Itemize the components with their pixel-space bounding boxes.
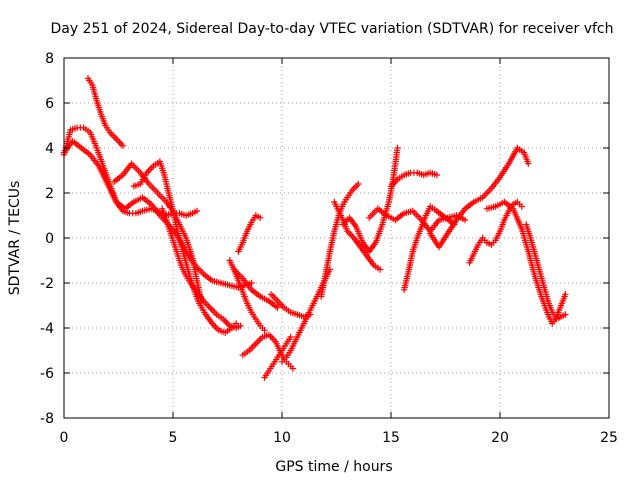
y-tick-label: 4 <box>45 141 54 157</box>
grid-lines <box>64 58 609 418</box>
data-point-marker <box>461 216 469 224</box>
series-arc-3 <box>84 75 127 149</box>
data-point-marker <box>287 333 294 341</box>
series-arc-8 <box>235 212 264 255</box>
series-arc-15 <box>331 198 384 273</box>
y-tick-label: 6 <box>45 96 54 112</box>
x-tick-label: 15 <box>382 430 400 446</box>
series-arc-21 <box>466 198 525 266</box>
data-point-marker <box>394 144 401 152</box>
chart-title: Day 251 of 2024, Sidereal Day-to-day VTE… <box>50 21 613 37</box>
y-axis-label: SDTVAR / TECUs <box>7 181 23 296</box>
x-tick-label: 25 <box>600 430 618 446</box>
data-point-marker <box>261 327 268 334</box>
data-point-marker <box>355 180 362 188</box>
x-tick-label: 0 <box>60 430 69 446</box>
y-tick-label: 0 <box>45 231 54 247</box>
y-tick-label: -2 <box>40 276 54 292</box>
data-point-marker <box>289 365 297 372</box>
series-arc-22 <box>483 198 569 327</box>
data-point-marker <box>237 322 244 329</box>
data-point-marker <box>274 304 281 311</box>
data-point-marker <box>376 266 384 273</box>
data-point-marker <box>257 214 264 221</box>
y-tick-label: -4 <box>40 321 54 337</box>
tick-labels: 0 5 10 15 20 25 -8 -6 -4 -2 0 2 4 6 8 <box>40 51 618 446</box>
series-arc-7 <box>226 257 268 334</box>
series-arc-9 <box>230 266 281 311</box>
series-arc-6 <box>158 205 244 332</box>
series-arc-4 <box>110 160 205 305</box>
data-point-marker <box>525 160 532 167</box>
data-point-marker <box>119 142 127 149</box>
data-point-marker <box>518 203 525 210</box>
series-arc-11 <box>261 333 294 381</box>
data-point-marker <box>433 171 440 179</box>
x-axis-label: GPS time / hours <box>275 459 392 475</box>
series-arc-20 <box>427 144 532 251</box>
x-tick-label: 10 <box>273 430 291 446</box>
x-tick-label: 5 <box>169 430 178 446</box>
data-point-marker <box>562 311 569 318</box>
series-arc-19 <box>400 203 458 293</box>
series-arc-23 <box>523 221 569 323</box>
data-points <box>60 75 569 381</box>
y-tick-label: 2 <box>45 186 54 202</box>
axes <box>63 57 610 419</box>
series-arc-5 <box>130 158 240 336</box>
y-tick-label: -8 <box>40 411 54 427</box>
x-tick-label: 20 <box>491 430 509 446</box>
data-point-marker <box>193 207 201 215</box>
data-point-marker <box>562 291 569 298</box>
series-arc-18 <box>387 169 440 190</box>
data-point-marker <box>248 279 255 287</box>
y-tick-label: 8 <box>45 51 54 67</box>
series-arc-14 <box>318 180 362 300</box>
y-tick-label: -6 <box>40 366 54 382</box>
